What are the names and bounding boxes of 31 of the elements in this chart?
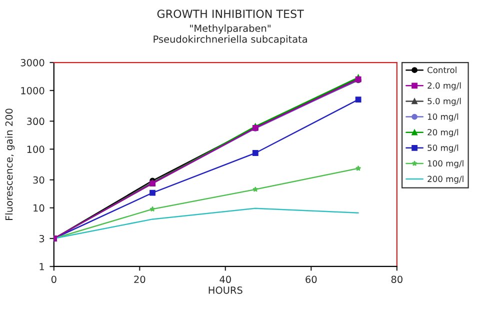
- y-tick-label: 300: [27, 118, 44, 126]
- point: [252, 186, 258, 192]
- x-tick-label: 20: [134, 276, 146, 284]
- legend-label: 20 mg/l: [428, 128, 458, 137]
- legend-label: 100 mg/l: [428, 160, 464, 168]
- y-tick-label: 3: [39, 234, 44, 242]
- point: [150, 206, 156, 212]
- x-tick-label: 80: [391, 276, 402, 284]
- x-axis-title: HOURS: [208, 286, 242, 294]
- x-tick-label: 40: [220, 276, 231, 284]
- legend-label: 2.0 mg/l: [428, 82, 461, 90]
- point: [150, 190, 156, 196]
- chart-subtitle: "Methylparaben" Pseudokirchneriella subcapitata: [154, 24, 307, 45]
- y-tick-label: 3000: [20, 58, 44, 66]
- legend-label: 10 mg/l: [428, 113, 458, 122]
- y-tick-label: 30: [33, 176, 44, 184]
- x-tick-label: 60: [306, 276, 317, 284]
- legend-label: 5.0 mg/l: [428, 98, 461, 106]
- chart-title: GROWTH INHIBITION TEST: [157, 10, 304, 18]
- y-tick-label: 100: [27, 146, 44, 153]
- legend-label: 50 mg/l: [428, 144, 458, 153]
- x-tick-label: 0: [51, 276, 56, 284]
- point: [355, 165, 362, 171]
- y-tick-label: 10: [34, 204, 44, 212]
- legend-label: Control: [428, 66, 456, 74]
- legend-label: 200 mg/l: [428, 176, 464, 184]
- y-tick-label: 1: [40, 263, 44, 270]
- y-axis-title: Fluorescence, gain 200: [5, 108, 15, 220]
- point: [355, 96, 362, 103]
- point: [252, 150, 258, 156]
- y-tick-label: 1000: [21, 86, 44, 94]
